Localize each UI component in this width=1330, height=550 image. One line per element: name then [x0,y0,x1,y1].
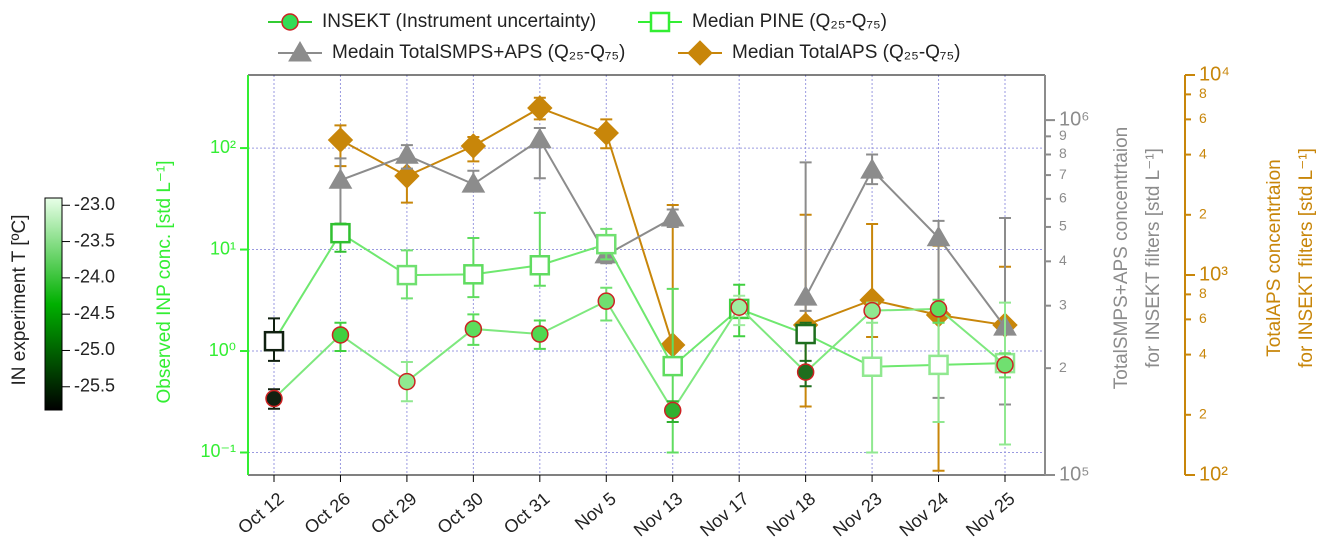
y3-axis-title: for INSEKT filters [std L⁻¹] [1296,148,1317,368]
marker [596,233,617,255]
y3-tick-label: 10³ [1199,263,1228,285]
x-tick-label: Oct 26 [301,488,354,537]
marker [996,356,1014,374]
colorbar-title: IN experiment T [ºC] [9,215,30,386]
marker [396,264,418,286]
marker [461,172,486,193]
x-tick-label: Nov 5 [571,488,620,534]
y2-tick-label: 9 [1059,127,1067,143]
marker [860,158,884,179]
marker [730,298,748,316]
y2-tick-label: 10⁶ [1059,108,1089,130]
y2-axis-title: for INSEKT filters [std L⁻¹] [1143,148,1164,368]
y3-tick-label: 10⁴ [1199,63,1230,85]
marker [330,222,351,244]
marker [265,389,283,408]
marker [395,143,419,164]
series-line [339,106,1006,346]
x-tick-label: Nov 24 [896,488,953,540]
marker [531,325,549,343]
marker [328,168,353,189]
y2-tick-label: 6 [1059,190,1067,206]
colorbar-tick-label: -24.0 [74,267,115,287]
colorbar-tick-label: -25.5 [74,376,115,396]
marker [464,320,483,338]
y2-tick-label: 3 [1059,296,1067,312]
series-line [273,299,1006,413]
y2-axis-title: TotalSMPS+APS concentrtaion [1111,127,1132,389]
marker [863,301,881,320]
marker [529,255,551,276]
colorbar-tick-label: -24.5 [74,303,115,323]
x-tick-label: Nov 13 [630,488,687,540]
x-tick-label: Nov 23 [829,488,886,540]
marker [394,163,420,189]
marker [687,40,713,66]
y3-tick-label: 4 [1199,345,1207,361]
colorbar-tick-label: -23.0 [74,194,115,214]
y2-tick-label: 4 [1059,252,1067,268]
marker [288,41,312,62]
y3-tick-label: 6 [1199,310,1207,326]
marker [660,205,685,227]
y-tick-label: 10² [210,137,236,157]
series-line [273,231,1006,368]
y2-tick-label: 2 [1059,359,1067,375]
marker [796,363,815,381]
marker [928,354,949,376]
y3-tick-label: 6 [1199,110,1207,126]
y3-tick-label: 2 [1199,205,1207,221]
x-tick-label: Oct 29 [367,488,420,537]
legend-label: Median TotalAPS (Q₂₅-Q₇₅) [732,42,960,63]
marker [597,292,616,310]
marker [527,127,552,149]
colorbar [44,197,63,411]
colorbar-tick-label: -23.5 [74,230,115,250]
x-tick-label: Oct 30 [434,488,487,537]
y2-tick-label: 10⁵ [1059,463,1090,485]
y-axis-title: Observed INP conc. [std L⁻¹] [154,160,175,403]
y3-tick-label: 4 [1199,145,1207,161]
y3-tick-label: 10² [1199,463,1228,485]
series-line [340,138,1006,328]
marker [649,11,671,33]
legend-label: Median PINE (Q₂₅-Q₇₅) [692,11,887,32]
y2-tick-label: 7 [1059,166,1067,182]
marker [929,300,948,318]
error-bar [866,304,879,454]
x-tick-label: Nov 18 [763,488,820,540]
marker [662,355,683,377]
x-tick-label: Nov 17 [696,488,753,540]
marker [463,264,484,285]
y-tick-label: 10⁰ [209,340,236,360]
marker [593,120,619,146]
y3-tick-label: 8 [1199,285,1207,301]
legend-label: Medain TotalSMPS+APS (Q₂₅-Q₇₅) [332,42,625,63]
marker [398,372,416,391]
marker [527,95,553,121]
marker [460,133,487,159]
y-tick-label: 10⁻¹ [200,441,236,461]
marker [663,401,682,420]
y3-tick-label: 8 [1199,85,1207,101]
marker [795,323,816,345]
marker [331,326,350,344]
y3-tick-label: 2 [1199,405,1207,421]
marker [327,127,354,153]
x-tick-label: Nov 25 [962,488,1019,540]
marker [926,225,951,247]
y3-axis-title: TotalAPS concentrtaion [1264,159,1285,357]
x-tick-label: Oct 12 [234,488,287,537]
x-tick-label: Oct 31 [500,488,553,537]
marker [281,13,299,31]
marker [793,285,818,306]
y-tick-label: 10¹ [210,238,236,258]
legend-label: INSEKT (Instrument uncertainty) [322,11,596,32]
marker [263,330,285,352]
y2-tick-label: 5 [1059,218,1067,234]
colorbar-tick-label: -25.0 [74,339,115,359]
marker [861,356,883,377]
y2-tick-label: 8 [1059,145,1067,161]
